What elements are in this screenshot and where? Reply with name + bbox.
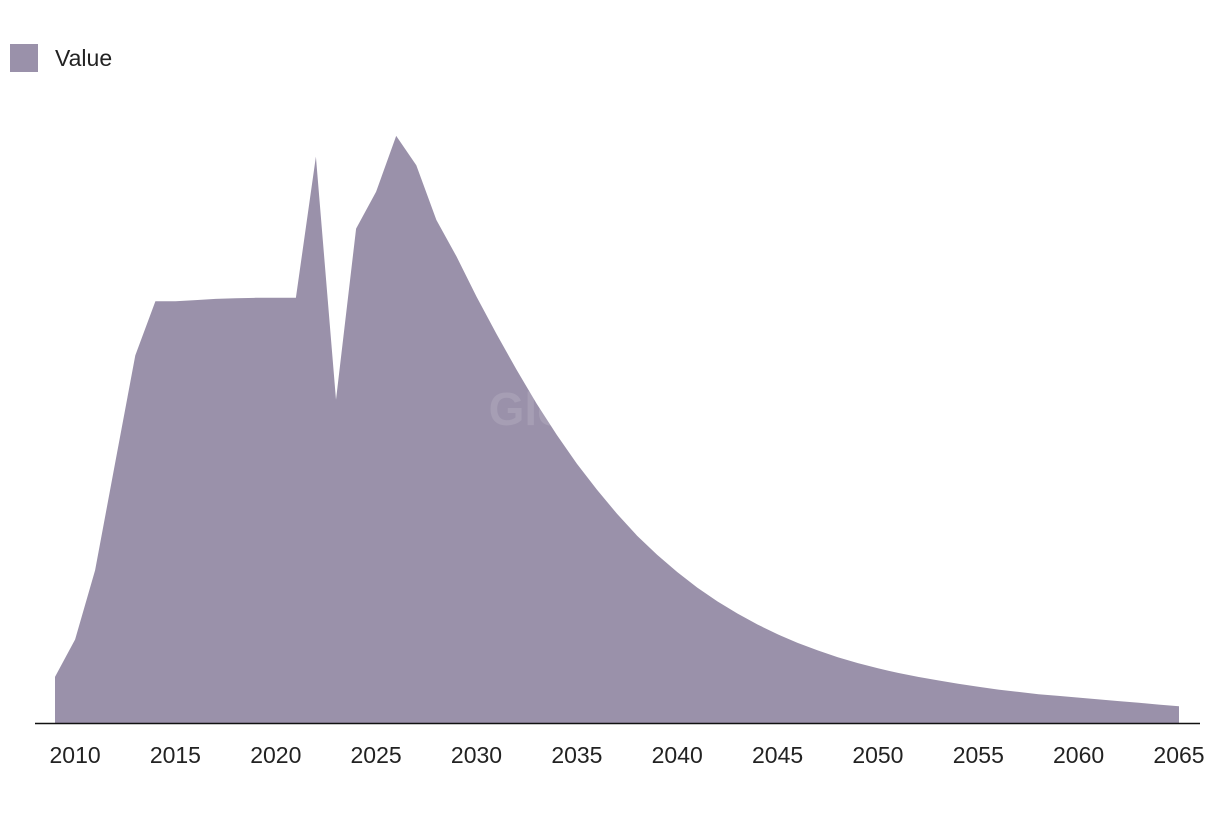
x-axis: 2010 2015 2020 2025 2030 2035 2040 2045 2050 2055…	[35, 722, 1205, 768]
x-tick-label: 2065	[1153, 742, 1204, 768]
x-tick-label: 2010	[50, 742, 101, 768]
x-tick-label: 2015	[150, 742, 201, 768]
x-tick-label: 2025	[351, 742, 402, 768]
x-tick-label: 2035	[551, 742, 602, 768]
x-tick-label: 2030	[451, 742, 502, 768]
x-tick-label: 2040	[652, 742, 703, 768]
legend-swatch	[10, 44, 38, 72]
x-tick-label: 2050	[852, 742, 903, 768]
legend-label: Value	[55, 44, 113, 71]
watermark: GlobalData	[489, 383, 732, 435]
x-tick-label: 2020	[250, 742, 301, 768]
series-area-value	[55, 135, 1179, 723]
legend: Value	[10, 44, 112, 72]
x-tick-label: 2055	[953, 742, 1004, 768]
x-tick-label: 2060	[1053, 742, 1104, 768]
plot-area	[55, 135, 1179, 723]
x-tick-label: 2045	[752, 742, 803, 768]
